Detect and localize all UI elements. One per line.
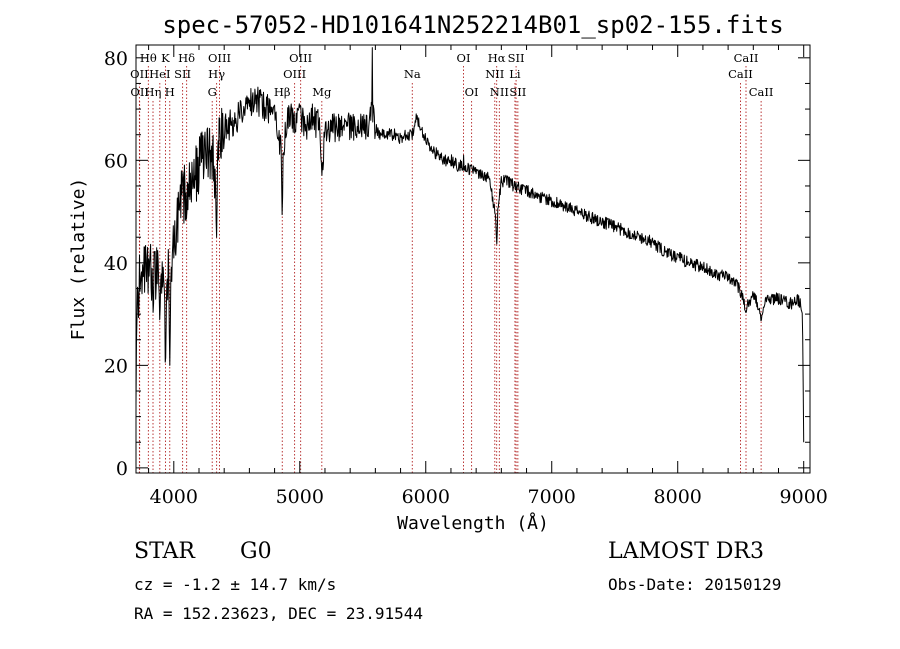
y-tick-label: 60 (104, 150, 128, 172)
line-label-26: CaII (728, 67, 753, 81)
line-label-14: OIII (283, 67, 306, 81)
spectral-line-labels: HθOIIOIIHηHeIKHSIIHδGOIIIHγHβOIIIOIIIMgN… (130, 51, 773, 99)
spectral-subclass: G0 (240, 539, 272, 564)
y-tick-label: 40 (104, 253, 128, 275)
line-label-7: SII (174, 67, 191, 81)
line-label-15: Mg (312, 85, 332, 99)
line-label-24: SII (509, 85, 526, 99)
line-label-22: SII (508, 51, 525, 65)
line-label-2: OII (130, 85, 149, 99)
line-label-0: Hθ (140, 51, 157, 65)
observation-date: Obs-Date: 20150129 (608, 575, 782, 594)
object-class: STAR (134, 539, 195, 564)
x-tick-label: 7000 (528, 486, 576, 508)
plot-frame (135, 44, 811, 474)
line-label-4: HeI (149, 67, 170, 81)
line-label-6: H (165, 85, 175, 99)
y-tick-label: 0 (116, 458, 128, 480)
line-label-27: CaII (749, 85, 774, 99)
x-tick-label: 4000 (150, 486, 198, 508)
line-label-8: Hδ (178, 51, 195, 65)
chart-title: spec-57052-HD101641N252214B01_sp02-155.f… (162, 11, 783, 39)
line-label-5: K (161, 51, 170, 65)
line-label-1: OII (130, 67, 149, 81)
line-label-18: OI (465, 85, 479, 99)
line-label-12: Hβ (274, 85, 291, 99)
coordinates: RA = 152.23623, DEC = 23.91544 (134, 604, 423, 623)
line-label-25: CaII (734, 51, 759, 65)
line-label-13: OIII (289, 51, 312, 65)
x-tick-label: 9000 (780, 486, 828, 508)
survey-name: LAMOST DR3 (608, 539, 764, 564)
line-label-23: Li (509, 67, 521, 81)
line-label-11: Hγ (208, 67, 225, 81)
x-axis: 4000 5000 6000 7000 8000 9000 (148, 45, 828, 508)
x-tick-label: 5000 (276, 486, 324, 508)
x-axis-label: Wavelength (Å) (397, 512, 549, 534)
spectrum-line (135, 47, 805, 443)
line-label-10: OIII (208, 51, 231, 65)
y-axis-label: Flux (relative) (68, 178, 89, 341)
redshift-velocity: cz = -1.2 ± 14.7 km/s (134, 575, 337, 594)
line-label-19: Hα (488, 51, 506, 65)
line-label-17: OI (457, 51, 471, 65)
line-label-21: NII (490, 85, 509, 99)
y-tick-label: 20 (104, 355, 128, 377)
x-tick-label: 8000 (654, 486, 702, 508)
line-label-20: NII (485, 67, 504, 81)
line-label-16: Na (404, 67, 421, 81)
line-label-9: G (208, 85, 217, 99)
y-tick-label: 80 (104, 48, 128, 70)
x-tick-label: 6000 (402, 486, 450, 508)
line-label-3: Hη (145, 85, 162, 99)
y-axis: 0 20 40 60 80 (104, 48, 810, 480)
